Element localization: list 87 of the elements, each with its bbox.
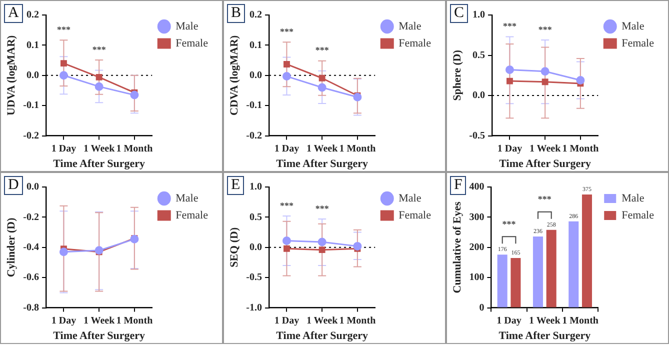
- legend-label: Female: [176, 37, 208, 50]
- y-tick-label: -0.5: [469, 130, 486, 142]
- legend-label: Female: [622, 209, 654, 222]
- x-tick-label: 1 Month: [116, 315, 154, 326]
- y-axis-title: CDVA (logMAR): [228, 34, 240, 116]
- y-tick-label: 100: [469, 272, 484, 284]
- x-tick-label: 1 Week: [306, 143, 338, 154]
- text: C: [450, 4, 468, 23]
- x-tick-label: 1 Day: [51, 315, 76, 326]
- x-axis-title: Time After Surgery: [53, 158, 146, 170]
- annotation: ***: [538, 24, 552, 34]
- x-tick-label: 1 Day: [51, 143, 76, 154]
- y-tick-label: -0.4: [23, 242, 40, 253]
- legend-label: Male: [398, 20, 422, 32]
- y-tick-label: -0.8: [23, 302, 40, 314]
- annotation: ***: [315, 203, 330, 214]
- y-tick-label: -0.6: [23, 272, 40, 284]
- legend-label: Female: [622, 37, 654, 50]
- annotation: ***: [502, 21, 517, 32]
- y-tick-label: 1.0: [250, 182, 262, 193]
- y-tick-label: 0.0: [26, 182, 40, 193]
- y-axis-title: Sphere (D): [451, 50, 464, 101]
- x-axis-title: Time After Surgery: [276, 330, 368, 342]
- y-tick-label: 0.5: [250, 212, 262, 223]
- annotation: ***: [56, 24, 71, 34]
- annotation: ***: [280, 200, 294, 210]
- legend-label: Female: [398, 37, 432, 50]
- x-tick-label: 1 Month: [339, 315, 376, 326]
- x-tick-label: 1 Week: [529, 315, 561, 326]
- annotation: ***: [92, 44, 106, 54]
- y-tick-label: -0.1: [23, 100, 40, 112]
- x-tick-label: 1 Day: [497, 143, 522, 154]
- y-tick-label: 400: [469, 182, 484, 193]
- y-axis-title: UDVA (logMAR): [5, 34, 18, 116]
- y-axis-title: SEQ (D): [228, 227, 240, 268]
- y-tick-label: 300: [469, 212, 484, 223]
- annotation: ***: [315, 45, 330, 56]
- legend-label: Female: [176, 209, 208, 222]
- y-tick-label: -0.2: [246, 130, 262, 142]
- y-tick-label: 0.5: [472, 50, 486, 61]
- x-tick-label: 1 Month: [339, 143, 376, 154]
- x-tick-label: 1 Week: [83, 315, 116, 326]
- x-tick-label: 1 Month: [562, 315, 599, 326]
- text: A: [4, 4, 23, 23]
- y-tick-label: -1.0: [246, 302, 262, 314]
- y-tick-label: 0.2: [250, 10, 262, 21]
- text: E: [227, 176, 244, 195]
- legend-label: Female: [398, 209, 432, 222]
- y-axis-title: Cylinder (D): [5, 217, 18, 278]
- annotation: ***: [280, 26, 294, 37]
- y-tick-label: 0.0: [472, 90, 486, 102]
- x-tick-label: 1 Week: [306, 315, 338, 326]
- x-axis-title: Time After Surgery: [276, 158, 368, 170]
- x-tick-label: 1 Month: [116, 143, 154, 154]
- legend-label: Male: [622, 20, 644, 32]
- annotation: ***: [538, 194, 552, 204]
- x-axis-title: Time After Surgery: [53, 330, 146, 342]
- y-tick-label: -0.2: [23, 130, 40, 142]
- legend-label: Male: [622, 192, 644, 204]
- x-tick-label: 1 Week: [83, 143, 116, 154]
- x-tick-label: 1 Day: [274, 143, 300, 154]
- x-tick-label: 1 Month: [562, 143, 600, 154]
- y-tick-label: 200: [469, 242, 484, 253]
- x-axis-title: Time After Surgery: [498, 330, 592, 342]
- y-tick-label: -0.2: [23, 212, 40, 223]
- annotation: ***: [502, 218, 516, 229]
- y-tick-label: 0.0: [250, 242, 262, 253]
- y-tick-label: 0.0: [250, 70, 262, 81]
- y-axis-title: Cumulative of Eyes: [451, 200, 464, 294]
- x-tick-label: 1 Day: [496, 315, 522, 326]
- y-tick-label: 0.2: [26, 10, 40, 21]
- x-axis-title: Time After Surgery: [499, 158, 592, 170]
- y-tick-label: 0.1: [26, 40, 40, 51]
- y-tick-label: 1.0: [472, 10, 486, 21]
- legend-label: Male: [398, 192, 422, 204]
- legend-label: Male: [176, 192, 198, 204]
- legend-label: Male: [176, 20, 198, 32]
- y-tick-label: 0.0: [26, 70, 40, 81]
- text: F: [450, 176, 466, 195]
- text: D: [4, 176, 23, 195]
- y-tick-label: -0.1: [246, 100, 262, 112]
- x-tick-label: 1 Day: [274, 315, 300, 326]
- text: B: [227, 4, 246, 23]
- x-tick-label: 1 Week: [529, 143, 562, 154]
- y-tick-label: 0.1: [250, 40, 262, 51]
- y-tick-label: -0.5: [246, 272, 262, 284]
- y-tick-label: 0: [479, 302, 484, 314]
